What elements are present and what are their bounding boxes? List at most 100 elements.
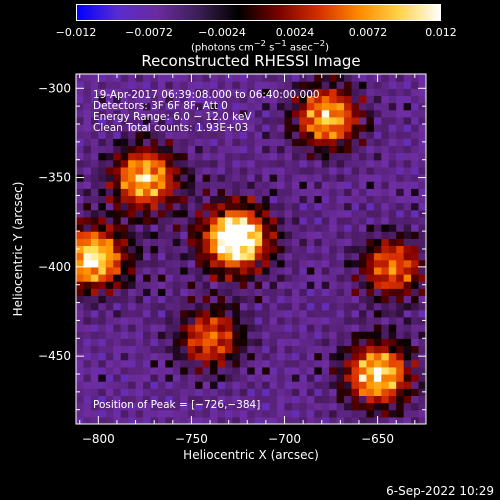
heatmap-cell: [306, 316, 315, 325]
heatmap-cell: [254, 74, 263, 82]
heatmap-cell: [396, 131, 405, 139]
heatmap-cell: [277, 88, 286, 97]
heatmap-cell: [336, 388, 345, 397]
heatmap-cell: [217, 374, 226, 382]
heatmap-cell: [128, 381, 137, 389]
heatmap-cell: [150, 402, 159, 411]
colorbar-tick-label: −0.0072: [125, 26, 173, 39]
heatmap-cell: [403, 88, 412, 97]
heatmap-cell: [277, 388, 286, 397]
heatmap-cell: [165, 95, 174, 104]
heatmap-cell: [98, 309, 107, 318]
heatmap-cell: [232, 281, 241, 289]
heatmap-cell: [373, 274, 382, 282]
heatmap-cell: [98, 345, 107, 354]
heatmap-cell: [269, 288, 278, 297]
heatmap-cell: [90, 324, 99, 332]
heatmap-cell: [165, 374, 174, 382]
heatmap-cell: [128, 316, 137, 325]
heatmap-cell: [247, 409, 256, 418]
heatmap-cell: [336, 395, 345, 404]
heatmap-cell: [128, 88, 137, 97]
heatmap-cell: [381, 295, 390, 304]
heatmap-cell: [277, 166, 286, 175]
heatmap-cell: [172, 238, 181, 247]
heatmap-cell: [366, 166, 375, 175]
heatmap-cell: [143, 309, 152, 318]
heatmap-cell: [388, 402, 397, 411]
heatmap-cell: [172, 252, 181, 261]
heatmap-cell: [210, 188, 219, 197]
heatmap-cell: [344, 288, 353, 297]
heatmap-cell: [113, 231, 122, 239]
heatmap-cell: [165, 138, 174, 147]
heatmap-cell: [403, 374, 412, 382]
heatmap-cell: [411, 266, 420, 275]
heatmap-cell: [195, 331, 204, 339]
heatmap-cell: [351, 324, 360, 332]
heatmap-cell: [321, 274, 330, 282]
heatmap-cell: [373, 116, 382, 125]
heatmap-cell: [202, 338, 211, 347]
heatmap-cell: [232, 288, 241, 297]
heatmap-cell: [403, 345, 412, 354]
heatmap-cell: [210, 309, 219, 318]
heatmap-cell: [269, 95, 278, 104]
heatmap-cell: [135, 181, 144, 189]
heatmap-cell: [202, 174, 211, 182]
heatmap-cell: [247, 388, 256, 397]
heatmap-cell: [143, 209, 152, 218]
heatmap-cell: [172, 95, 181, 104]
heatmap-cell: [150, 124, 159, 132]
heatmap-cell: [83, 116, 92, 125]
heatmap-cell: [157, 309, 166, 318]
heatmap-cell: [143, 138, 152, 147]
heatmap-cell: [381, 116, 390, 125]
heatmap-cell: [403, 281, 412, 289]
heatmap-cell: [224, 352, 233, 361]
heatmap-cell: [277, 202, 286, 211]
heatmap-cell: [411, 338, 420, 347]
heatmap-cell: [411, 102, 420, 111]
heatmap-cell: [388, 131, 397, 139]
heatmap-cell: [254, 152, 263, 161]
heatmap-cell: [239, 259, 248, 268]
heatmap-cell: [157, 195, 166, 204]
heatmap-cell: [336, 338, 345, 347]
heatmap-cell: [388, 202, 397, 211]
heatmap-cell: [202, 238, 211, 247]
heatmap-cell: [411, 274, 420, 282]
heatmap-cell: [411, 309, 420, 318]
heatmap-cell: [291, 224, 301, 232]
heatmap-cell: [247, 124, 256, 132]
heatmap-cell: [269, 409, 278, 418]
heatmap-cell: [299, 231, 308, 239]
heatmap-cell: [128, 388, 137, 397]
heatmap-cell: [224, 152, 233, 161]
heatmap-cell: [120, 245, 129, 254]
heatmap-cell: [329, 202, 338, 211]
heatmap-cell: [291, 195, 301, 204]
heatmap-cell: [224, 316, 233, 325]
heatmap-cell: [76, 388, 85, 397]
heatmap-cell: [396, 145, 405, 154]
heatmap-cell: [373, 374, 382, 382]
heatmap-cell: [336, 195, 345, 204]
heatmap-cell: [269, 152, 278, 161]
heatmap-cell: [358, 209, 368, 218]
heatmap-cell: [314, 388, 323, 397]
heatmap-cell: [165, 416, 174, 424]
heatmap-cell: [299, 352, 308, 361]
heatmap-cell: [373, 359, 382, 368]
heatmap-cell: [150, 352, 159, 361]
heatmap-cell: [90, 416, 99, 424]
heatmap-cell: [120, 345, 129, 354]
heatmap-cell: [358, 266, 368, 275]
heatmap-cell: [224, 131, 233, 139]
heatmap-cell: [336, 188, 345, 197]
heatmap-cell: [418, 266, 426, 275]
heatmap-cell: [284, 131, 293, 139]
heatmap-cell: [411, 331, 420, 339]
heatmap-cell: [299, 166, 308, 175]
